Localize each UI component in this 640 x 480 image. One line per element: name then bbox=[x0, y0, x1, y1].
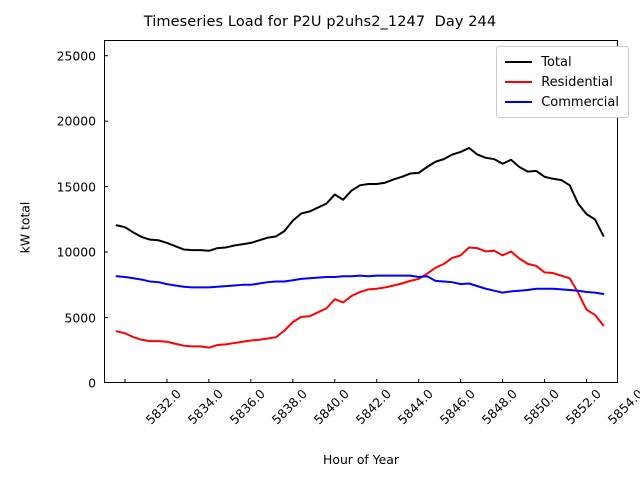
y-tick-label: 0 bbox=[88, 375, 96, 391]
legend-entry: Commercial bbox=[505, 92, 619, 112]
chart-title: Timeseries Load for P2U p2uhs2_1247 Day … bbox=[143, 14, 497, 30]
x-tick-label: 5838.0 bbox=[268, 386, 310, 428]
x-tick-label: 5854.0 bbox=[604, 386, 640, 428]
x-tick-label: 5852.0 bbox=[562, 386, 604, 428]
y-axis-label: kW total bbox=[17, 201, 33, 254]
series-group bbox=[115, 147, 605, 349]
x-axis-tick-marks bbox=[124, 379, 588, 383]
legend-label: Total bbox=[541, 54, 572, 70]
x-tick-label: 5836.0 bbox=[226, 386, 268, 428]
y-tick-label: 15000 bbox=[56, 179, 96, 195]
x-axis-tick-labels: 5832.0 5834.0 5836.0 5838.0 5840.0 5842.0 5844… bbox=[104, 386, 640, 446]
x-axis-label: Hour of Year bbox=[323, 452, 399, 467]
legend-label: Residential bbox=[541, 74, 613, 90]
x-tick-label: 5840.0 bbox=[310, 386, 352, 428]
x-tick-label: 5844.0 bbox=[394, 386, 436, 428]
y-tick-label: 25000 bbox=[56, 48, 96, 64]
x-tick-label: 5850.0 bbox=[520, 386, 562, 428]
series-line-total bbox=[115, 147, 605, 252]
x-tick-label: 5832.0 bbox=[142, 386, 184, 428]
y-tick-label: 5000 bbox=[64, 310, 96, 326]
y-axis-tick-marks bbox=[104, 55, 108, 383]
y-axis-tick-labels: 0 5000 10000 15000 20000 25000 bbox=[20, 40, 96, 390]
legend-entry: Residential bbox=[505, 72, 619, 92]
y-axis-label-wrapper: kW total bbox=[8, 40, 33, 383]
legend-entry: Total bbox=[505, 52, 619, 72]
x-tick-label: 5848.0 bbox=[478, 386, 520, 428]
series-line-residential bbox=[115, 246, 605, 349]
x-tick-label: 5834.0 bbox=[184, 386, 226, 428]
chart-legend: Total Residential Commercial bbox=[496, 46, 629, 118]
y-tick-label: 10000 bbox=[56, 244, 96, 260]
series-line-commercial bbox=[115, 274, 605, 295]
legend-swatch-icon bbox=[505, 81, 533, 83]
legend-swatch-icon bbox=[505, 61, 533, 63]
legend-swatch-icon bbox=[505, 101, 533, 103]
y-tick-label: 20000 bbox=[56, 113, 96, 129]
x-tick-label: 5842.0 bbox=[352, 386, 394, 428]
x-tick-label: 5846.0 bbox=[436, 386, 478, 428]
legend-label: Commercial bbox=[541, 94, 619, 110]
